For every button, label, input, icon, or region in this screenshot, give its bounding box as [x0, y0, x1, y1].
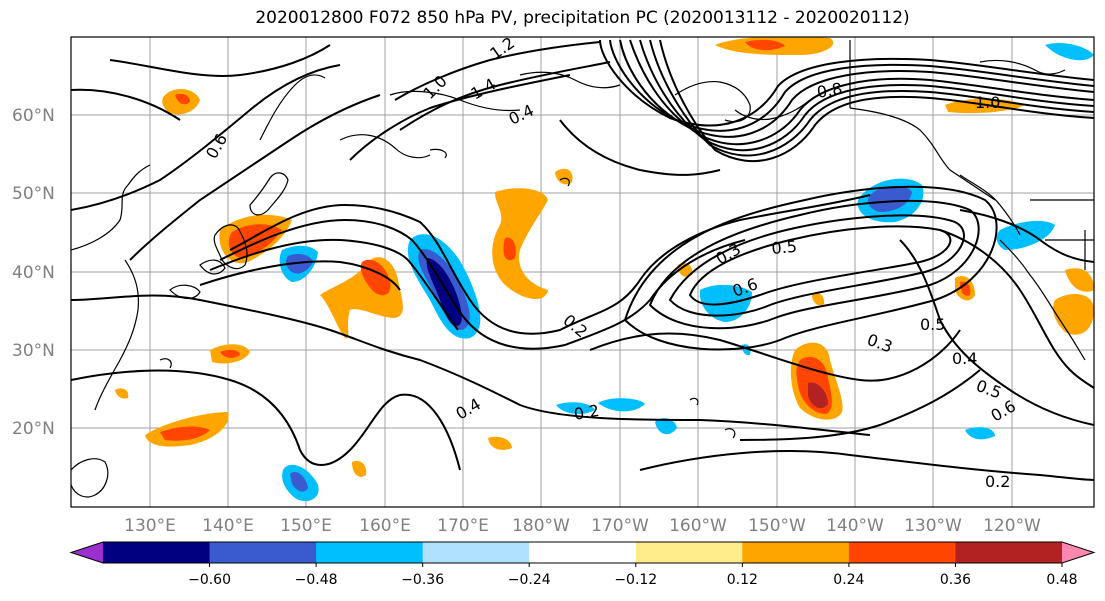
lat-label: 40°N — [12, 263, 55, 283]
colorbar-segment — [316, 542, 424, 563]
colorbar-extend-min — [71, 542, 103, 563]
lat-label: 30°N — [12, 341, 55, 361]
map-border — [70, 36, 1095, 508]
lat-label: 20°N — [12, 419, 55, 439]
longitude-labels: 130°E 140°E 150°E 160°E 170°E 180°W 170°… — [124, 516, 1041, 536]
contour-label: 0.5 — [920, 315, 945, 334]
colorbar-segment — [848, 542, 956, 563]
colorbar-segment — [529, 542, 637, 563]
lon-label: 120°W — [983, 516, 1041, 536]
colorbar-label: −0.60 — [188, 572, 231, 588]
contour-label: 0.4 — [952, 349, 977, 368]
colorbar-segment — [955, 542, 1063, 563]
lat-label: 50°N — [12, 184, 55, 204]
lon-label: 150°E — [280, 516, 332, 536]
colorbar-label: 0.48 — [1046, 572, 1077, 588]
lon-label: 170°W — [591, 516, 649, 536]
lon-label: 160°E — [359, 516, 411, 536]
colorbar-extend-max — [1062, 542, 1094, 563]
lon-label: 150°W — [748, 516, 806, 536]
colorbar-label: −0.36 — [401, 572, 444, 588]
colorbar-label: 0.24 — [833, 572, 864, 588]
figure-title: 2020012800 F072 850 hPa PV, precipitatio… — [255, 8, 910, 28]
lon-label: 130°E — [124, 516, 176, 536]
lat-label: 60°N — [12, 106, 55, 126]
colorbar-segment — [103, 542, 211, 563]
colorbar-outline — [69, 541, 1096, 564]
coastlines — [71, 40, 1094, 498]
graticule — [71, 37, 1094, 507]
colorbar: −0.60 −0.48 −0.36 −0.24 −0.12 0.12 0.24 0.36 0.4… — [69, 541, 1096, 588]
lon-label: 160°W — [669, 516, 727, 536]
pv-contours — [71, 39, 1094, 481]
lon-label: 170°E — [437, 516, 489, 536]
colorbar-label: 0.36 — [940, 572, 971, 588]
colorbar-label: −0.48 — [295, 572, 338, 588]
lon-label: 140°E — [202, 516, 254, 536]
lon-label: 130°W — [904, 516, 962, 536]
colorbar-segment — [742, 542, 850, 563]
lon-label: 140°W — [826, 516, 884, 536]
contour-label: 0.2 — [985, 472, 1010, 491]
contour-label: 0.2 — [572, 401, 600, 424]
colorbar-segment — [209, 542, 317, 563]
contour-label: 1.0 — [975, 93, 1000, 112]
colorbar-segment — [422, 542, 530, 563]
colorbar-segment — [635, 542, 743, 563]
colorbar-label: −0.12 — [614, 572, 657, 588]
latitude-labels: 60°N 50°N 40°N 30°N 20°N — [12, 106, 55, 439]
colorbar-label: 0.12 — [727, 572, 758, 588]
contour-label: 0.5 — [771, 237, 798, 258]
colorbar-label: −0.24 — [508, 572, 551, 588]
contour-label: 0.8 — [815, 79, 843, 102]
lon-label: 180°W — [512, 516, 570, 536]
